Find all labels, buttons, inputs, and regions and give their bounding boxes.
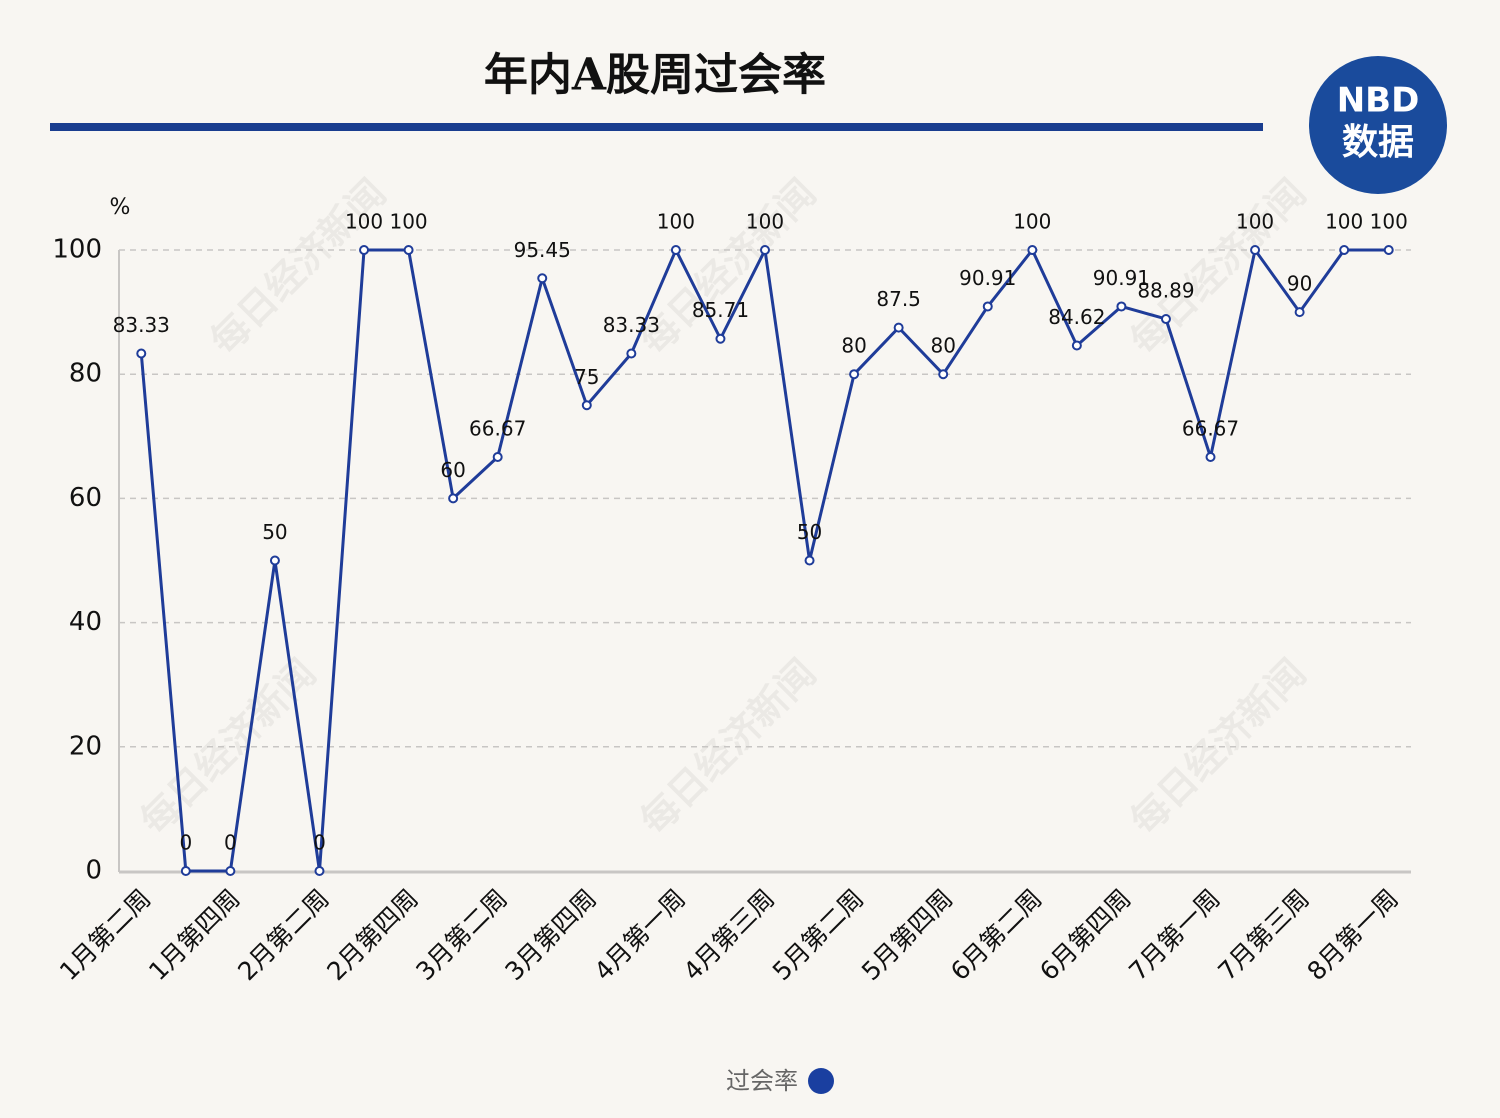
point (1205, 451, 1216, 462)
data-label: 100 (1013, 210, 1051, 234)
data-label: 87.5 (876, 287, 921, 311)
data-label: 75 (574, 365, 599, 389)
point (760, 245, 770, 255)
data-label: 100 (1325, 210, 1363, 234)
data-label: 80 (841, 334, 866, 358)
point (492, 451, 503, 462)
point (893, 322, 904, 333)
point (982, 301, 993, 312)
point (403, 245, 414, 255)
point (581, 400, 592, 411)
chart-title: 年内A股周过会率 (484, 50, 826, 101)
data-label: 0 (224, 831, 237, 855)
data-label: 100 (746, 210, 784, 234)
data-label: 60 (440, 458, 465, 482)
data-label: 0 (313, 831, 326, 855)
point (448, 493, 459, 504)
point (1071, 340, 1082, 351)
data-label: 100 (389, 210, 427, 234)
data-label: 85.71 (692, 298, 749, 322)
data-label: 66.67 (1182, 416, 1239, 440)
data-label: 50 (797, 520, 822, 544)
point (1250, 245, 1261, 255)
data-label: 100 (1370, 210, 1408, 234)
point (1339, 245, 1350, 255)
point (537, 273, 548, 284)
y-tick-label: 40 (69, 607, 102, 637)
point (670, 245, 681, 255)
logo-top: NBD (1337, 81, 1420, 121)
point (938, 369, 949, 380)
point (804, 555, 815, 566)
point (1116, 301, 1127, 312)
y-tick-label: 0 (85, 856, 102, 886)
data-label: 88.89 (1137, 278, 1194, 302)
y-tick-label: 80 (69, 359, 102, 389)
point (715, 333, 726, 344)
point (1383, 245, 1394, 255)
data-label: 100 (345, 210, 383, 234)
y-unit: % (110, 195, 131, 220)
data-label: 95.45 (514, 238, 571, 262)
data-label: 80 (930, 334, 955, 358)
data-label: 90.91 (959, 266, 1016, 290)
y-tick-label: 60 (69, 483, 102, 513)
data-label: 90.91 (1093, 266, 1150, 290)
point (225, 866, 236, 876)
data-label: 84.62 (1048, 305, 1105, 329)
legend-label: 过会率 (726, 1067, 798, 1095)
point (180, 866, 191, 876)
point (849, 369, 860, 380)
point (626, 348, 637, 359)
title-rule (50, 123, 1263, 131)
y-tick-label: 100 (52, 235, 102, 265)
data-label: 90 (1287, 272, 1312, 296)
data-label: 100 (1236, 210, 1274, 234)
point (1294, 307, 1305, 318)
point (1027, 245, 1038, 255)
point (136, 348, 147, 359)
point (359, 245, 370, 255)
data-label: 83.33 (113, 313, 170, 337)
data-label: 66.67 (469, 416, 526, 440)
data-label: 50 (262, 520, 287, 544)
logo (1309, 56, 1447, 194)
point (1160, 313, 1171, 324)
legend-marker (808, 1068, 834, 1094)
point (269, 555, 280, 566)
data-label: 83.33 (603, 313, 660, 337)
y-tick-label: 20 (69, 731, 102, 761)
logo-bottom: 数据 (1342, 122, 1414, 163)
data-label: 100 (657, 210, 695, 234)
data-label: 0 (179, 831, 192, 855)
point (314, 866, 325, 876)
